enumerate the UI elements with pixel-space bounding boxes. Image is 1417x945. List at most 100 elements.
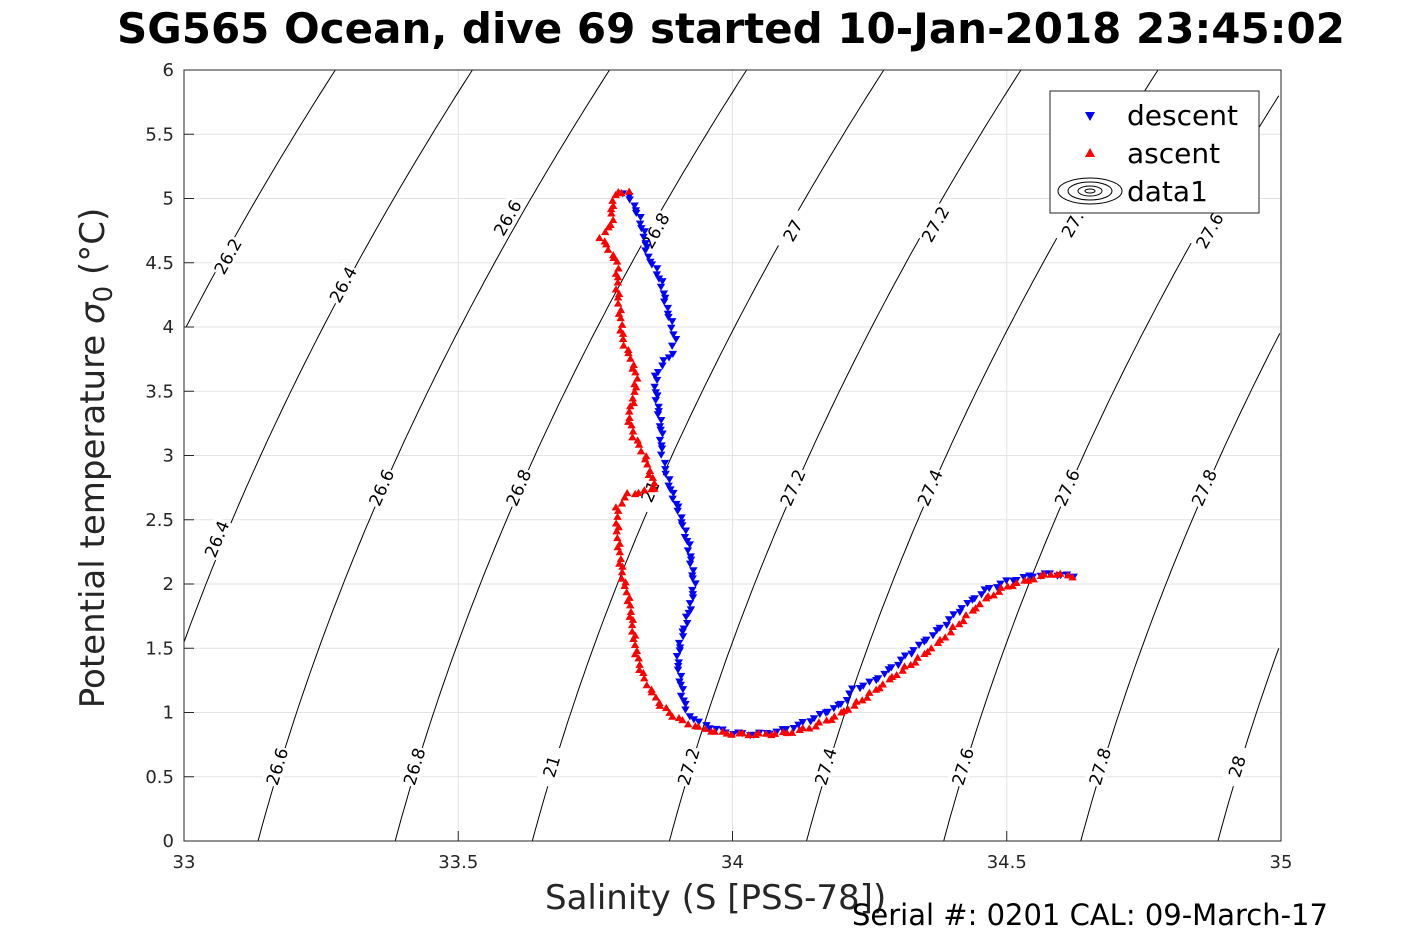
ascent-point	[778, 727, 788, 736]
descent-point	[677, 514, 686, 522]
contour-label-bg	[1083, 744, 1115, 789]
y-axis-units: (°C)	[73, 207, 114, 276]
ascent-point	[600, 237, 609, 245]
descent-point	[650, 383, 659, 391]
descent-point	[836, 700, 846, 709]
legend[interactable]: descent ascent data1	[1049, 90, 1260, 214]
ascent-point	[627, 621, 637, 629]
descent-point	[639, 233, 648, 241]
ascent-point	[683, 720, 693, 728]
descent-point	[652, 271, 661, 279]
ascent-point	[611, 503, 621, 511]
descent-point	[659, 357, 668, 365]
ascent-point	[631, 368, 640, 376]
descent-point	[900, 652, 910, 660]
descent-point	[944, 616, 954, 624]
descent-point	[681, 527, 691, 535]
ascent-point	[617, 499, 627, 507]
ascent-point	[707, 727, 716, 735]
descent-point	[935, 624, 944, 632]
ascent-point	[898, 666, 907, 674]
ascent-point	[624, 417, 633, 425]
ascent-point	[735, 729, 744, 737]
descent-point	[688, 586, 697, 595]
descent-point	[683, 547, 693, 555]
ascent-point	[616, 326, 625, 334]
ascent-point	[629, 360, 638, 369]
ascent-point	[885, 675, 894, 683]
descent-point	[681, 613, 691, 621]
contour-label-bg	[911, 464, 947, 510]
contour-label-bg	[500, 464, 535, 510]
ascent-point	[981, 594, 991, 602]
contour-label-bg	[208, 233, 246, 279]
descent-point	[658, 362, 667, 370]
descent-point	[992, 584, 1002, 592]
x-tick-label: 34	[721, 852, 744, 873]
ascent-point	[626, 607, 636, 616]
ascent-point	[625, 612, 634, 620]
ascent-point	[651, 693, 661, 701]
ascent-point	[635, 665, 644, 674]
descent-point	[809, 715, 819, 723]
ascent-point	[701, 724, 710, 732]
descent-point	[914, 641, 924, 649]
contour-label-bg	[535, 744, 566, 789]
ascent-series	[595, 187, 1077, 739]
ascent-point	[639, 668, 648, 677]
ascent-point	[621, 578, 630, 586]
ascent-point	[722, 729, 732, 737]
y-tick-label: 5	[163, 189, 174, 210]
contour-label-bg	[809, 744, 841, 789]
descent-point	[798, 719, 807, 727]
ascent-point	[615, 548, 625, 556]
contour-label-bg	[773, 207, 811, 253]
ascent-point	[633, 436, 642, 444]
ascent-point	[613, 533, 622, 542]
ascent-point	[595, 233, 604, 242]
descent-point	[859, 682, 868, 690]
ascent-point	[628, 394, 637, 402]
ascent-point	[968, 606, 978, 614]
x-tick-label: 34.5	[987, 852, 1027, 873]
ascent-point	[617, 320, 627, 328]
descent-point	[705, 725, 714, 733]
ascent-point	[1068, 573, 1077, 581]
ascent-point	[628, 433, 637, 441]
ascent-point	[629, 399, 638, 407]
descent-point	[671, 335, 681, 344]
ascent-point	[618, 334, 628, 342]
descent-point	[684, 609, 693, 617]
ascent-point	[850, 701, 859, 709]
ascent-point	[625, 413, 634, 422]
descent-point	[668, 350, 678, 358]
descent-point	[636, 213, 645, 222]
ascent-point	[620, 493, 629, 501]
descent-point	[664, 314, 673, 322]
descent-point	[685, 600, 695, 608]
descent-point	[686, 556, 696, 564]
contour-label-bg	[323, 261, 361, 307]
ascent-point	[954, 620, 964, 628]
descent-point	[672, 652, 682, 661]
ascent-point	[635, 660, 644, 668]
ascent-point	[811, 722, 821, 730]
y-tick-label: 2	[163, 574, 174, 595]
descent-point	[678, 628, 687, 636]
legend-descent-marker	[1085, 112, 1095, 121]
ascent-point	[609, 251, 618, 259]
legend-data1-label: data1	[1127, 175, 1208, 208]
contour-label-bg	[260, 744, 292, 789]
ascent-point	[959, 616, 968, 625]
legend-data1-marker	[1057, 177, 1123, 205]
descent-point	[794, 721, 803, 729]
descent-point	[663, 304, 673, 313]
descent-point	[685, 560, 695, 568]
y-tick-label: 3.5	[145, 381, 174, 402]
ascent-point	[650, 484, 659, 492]
descent-point	[656, 426, 665, 434]
descent-point	[640, 228, 649, 236]
chart-title: SG565 Ocean, dive 69 started 10-Jan-2018…	[117, 4, 1345, 53]
x-tick-label: 33	[173, 852, 196, 873]
contour-label-bg	[774, 464, 810, 510]
